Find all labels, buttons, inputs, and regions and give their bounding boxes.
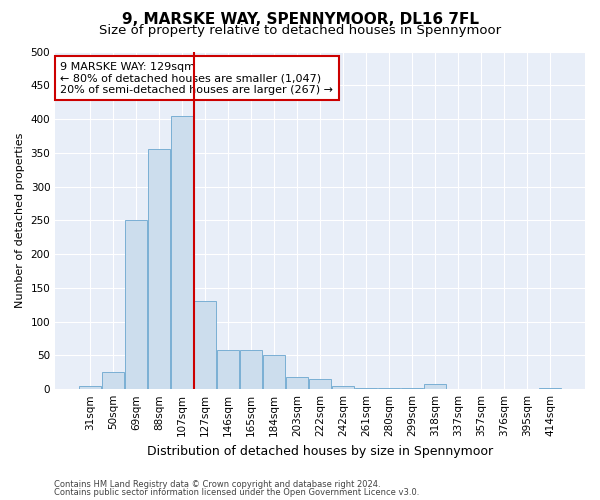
Bar	[263, 356, 285, 389]
Bar	[102, 372, 124, 389]
Bar	[378, 388, 400, 389]
Bar	[217, 350, 239, 389]
Bar	[401, 388, 423, 389]
Text: Contains HM Land Registry data © Crown copyright and database right 2024.: Contains HM Land Registry data © Crown c…	[54, 480, 380, 489]
Text: Contains public sector information licensed under the Open Government Licence v3: Contains public sector information licen…	[54, 488, 419, 497]
Bar	[447, 388, 469, 389]
Bar	[240, 350, 262, 389]
Bar	[171, 116, 193, 389]
Bar	[470, 388, 492, 389]
Bar	[355, 388, 377, 389]
Text: 9 MARSKE WAY: 129sqm
← 80% of detached houses are smaller (1,047)
20% of semi-de: 9 MARSKE WAY: 129sqm ← 80% of detached h…	[61, 62, 334, 95]
Text: 9, MARSKE WAY, SPENNYMOOR, DL16 7FL: 9, MARSKE WAY, SPENNYMOOR, DL16 7FL	[121, 12, 479, 28]
Bar	[286, 377, 308, 389]
Bar	[148, 150, 170, 389]
Bar	[424, 384, 446, 389]
Bar	[493, 388, 515, 389]
Text: Size of property relative to detached houses in Spennymoor: Size of property relative to detached ho…	[99, 24, 501, 37]
Bar	[79, 386, 101, 389]
Bar	[539, 388, 561, 389]
Y-axis label: Number of detached properties: Number of detached properties	[15, 132, 25, 308]
Bar	[309, 379, 331, 389]
Bar	[332, 386, 354, 389]
Bar	[125, 220, 147, 389]
X-axis label: Distribution of detached houses by size in Spennymoor: Distribution of detached houses by size …	[147, 444, 493, 458]
Bar	[516, 388, 538, 389]
Bar	[194, 302, 216, 389]
